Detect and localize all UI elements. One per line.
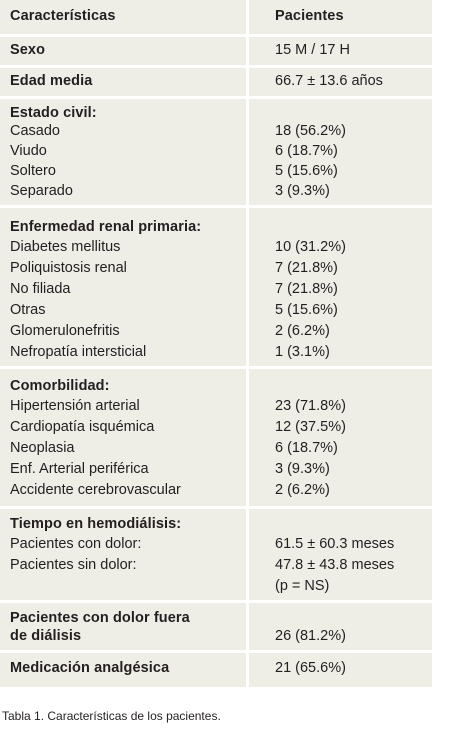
row-value: 6 (18.7%) xyxy=(275,143,338,159)
row-value: 61.5 ± 60.3 meses xyxy=(275,536,395,552)
row-label: Enf. Arterial periférica xyxy=(10,461,149,477)
row-value: 2 (6.2%) xyxy=(275,323,330,339)
row-divider xyxy=(0,506,432,509)
row-label: Pacientes con dolor: xyxy=(10,536,142,552)
row-value: 3 (9.3%) xyxy=(275,183,330,199)
p-value-note: (p = NS) xyxy=(275,578,330,594)
row-label: Nefropatía intersticial xyxy=(10,344,147,360)
column-divider xyxy=(246,0,249,687)
row-label: Soltero xyxy=(10,163,56,179)
dolor-value: 26 (81.2%) xyxy=(275,628,346,644)
row-value: 10 (31.2%) xyxy=(275,239,346,255)
header-patients: Pacientes xyxy=(275,8,344,24)
section-title-enfermedad: Enfermedad renal primaria: xyxy=(10,219,202,235)
row-divider xyxy=(0,65,432,68)
row-value: 7 (21.8%) xyxy=(275,260,338,276)
row-value: 5 (15.6%) xyxy=(275,163,338,179)
row-divider xyxy=(0,600,432,603)
sexo-value: 15 M / 17 H xyxy=(275,42,350,58)
row-label: Diabetes mellitus xyxy=(10,239,121,255)
row-value: 47.8 ± 43.8 meses xyxy=(275,557,395,573)
row-label: Viudo xyxy=(10,143,47,159)
dolor-label-line2: de diálisis xyxy=(10,628,82,644)
row-value: 12 (37.5%) xyxy=(275,419,346,435)
row-label: Cardiopatía isquémica xyxy=(10,419,155,435)
row-divider xyxy=(0,366,432,369)
row-divider xyxy=(0,650,432,653)
row-divider xyxy=(0,205,432,208)
row-label: Casado xyxy=(10,123,60,139)
row-value: 7 (21.8%) xyxy=(275,281,338,297)
sexo-label: Sexo xyxy=(10,42,46,58)
medicacion-value: 21 (65.6%) xyxy=(275,660,346,676)
row-value: 2 (6.2%) xyxy=(275,482,330,498)
dolor-label-line1: Pacientes con dolor fuera xyxy=(10,610,190,626)
row-label: No filiada xyxy=(10,281,71,297)
row-label: Hipertensión arterial xyxy=(10,398,140,414)
section-title-estado-civil: Estado civil: xyxy=(10,105,97,121)
row-value: 6 (18.7%) xyxy=(275,440,338,456)
medicacion-label: Medicación analgésica xyxy=(10,660,170,676)
row-divider xyxy=(0,96,432,99)
edad-label: Edad media xyxy=(10,73,93,89)
section-title-comorbilidad: Comorbilidad: xyxy=(10,378,110,394)
row-value: 18 (56.2%) xyxy=(275,123,346,139)
row-value: 1 (3.1%) xyxy=(275,344,330,360)
row-label: Pacientes sin dolor: xyxy=(10,557,137,573)
row-label: Accidente cerebrovascular xyxy=(10,482,181,498)
header-characteristics: Características xyxy=(10,8,116,24)
section-title-tiempo: Tiempo en hemodiálisis: xyxy=(10,516,182,532)
row-value: 5 (15.6%) xyxy=(275,302,338,318)
row-label: Poliquistosis renal xyxy=(10,260,127,276)
patient-characteristics-table: Características Pacientes Sexo 15 M / 17… xyxy=(0,0,432,687)
row-label: Glomerulonefritis xyxy=(10,323,120,339)
row-value: 3 (9.3%) xyxy=(275,461,330,477)
row-divider xyxy=(0,34,432,37)
row-value: 23 (71.8%) xyxy=(275,398,346,414)
row-label: Separado xyxy=(10,183,73,199)
edad-value: 66.7 ± 13.6 años xyxy=(275,73,383,89)
row-label: Neoplasia xyxy=(10,440,75,456)
row-label: Otras xyxy=(10,302,46,318)
table-caption: Tabla 1. Características de los paciente… xyxy=(2,709,221,723)
